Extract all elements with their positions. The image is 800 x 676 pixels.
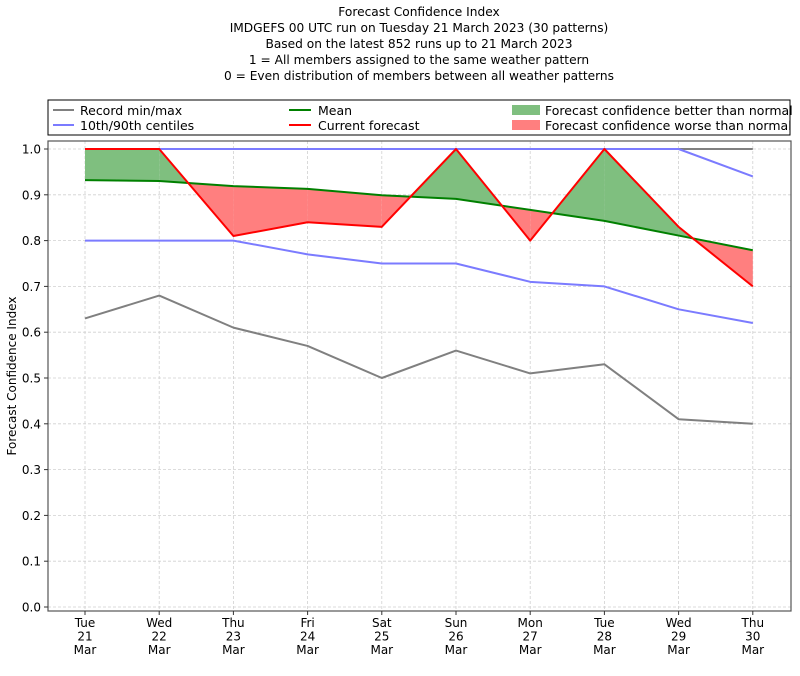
- x-tick-label: 25: [374, 630, 389, 644]
- x-tick-label: Mar: [741, 643, 764, 657]
- x-tick-label: 24: [300, 630, 315, 644]
- x-tick-label: Wed: [146, 616, 172, 630]
- x-tick-label: 27: [523, 630, 538, 644]
- x-tick-label: Mar: [222, 643, 245, 657]
- x-tick-label: Thu: [741, 616, 765, 630]
- y-tick-label: 0.4: [22, 417, 41, 431]
- series-line-current-forecast: [85, 148, 754, 288]
- y-tick-label: 0.5: [22, 372, 41, 386]
- chart-title: Forecast Confidence Index: [338, 5, 500, 19]
- fill-worse-than-normal: [307, 188, 382, 227]
- legend-item-mean: Mean: [289, 103, 352, 118]
- x-tick-label: 26: [448, 630, 463, 644]
- y-tick-label: 1.0: [22, 143, 41, 157]
- legend-label-centiles: 10th/90th centiles: [80, 118, 194, 133]
- series-line-90th-centile: [85, 148, 754, 178]
- grid: [48, 141, 791, 611]
- y-tick-label: 0.1: [22, 555, 41, 569]
- x-tick-label: Mar: [74, 643, 97, 657]
- x-tick-label: 28: [597, 630, 612, 644]
- x-tick-label: 30: [745, 630, 760, 644]
- y-tick-label: 0.7: [22, 280, 41, 294]
- series-line-10th-centile: [85, 239, 753, 325]
- x-axis-ticks: Tue21MarWed22MarThu23MarFri24MarSat25Mar…: [74, 611, 765, 657]
- fill-better-than-normal: [604, 149, 679, 236]
- legend-swatch-worse-than-normal: [512, 120, 540, 130]
- series-lines: [84, 148, 754, 425]
- x-tick-label: 23: [226, 630, 241, 644]
- x-tick-label: Mar: [667, 643, 690, 657]
- legend-label-current-forecast: Current forecast: [318, 118, 420, 133]
- x-tick-label: Sat: [372, 616, 392, 630]
- axes: [47, 140, 792, 612]
- x-tick-label: Mar: [296, 643, 319, 657]
- y-tick-label: 0.0: [22, 601, 41, 615]
- y-tick-label: 0.6: [22, 326, 41, 340]
- x-tick-label: Mar: [445, 643, 468, 657]
- x-tick-label: Mon: [518, 616, 543, 630]
- x-tick-label: Thu: [221, 616, 245, 630]
- x-tick-label: Mar: [148, 643, 171, 657]
- x-tick-label: Sun: [445, 616, 468, 630]
- x-tick-label: Mar: [593, 643, 616, 657]
- series-line-record-min: [84, 294, 753, 425]
- chart-title-block: Forecast Confidence Index IMDGEFS 00 UTC…: [0, 4, 800, 84]
- plot-frame: [47, 140, 792, 612]
- y-tick-label: 0.9: [22, 188, 41, 202]
- legend-label-record-minmax: Record min/max: [80, 103, 182, 118]
- legend-frame: [47, 99, 791, 136]
- legend-label-better-than-normal: Forecast confidence better than normal: [545, 103, 793, 118]
- y-axis-label: Forecast Confidence Index: [5, 297, 19, 456]
- x-tick-label: 21: [77, 630, 92, 644]
- chart-subtitle-basis: Based on the latest 852 runs up to 21 Ma…: [265, 37, 573, 51]
- chart-subtitle-scale-min: 0 = Even distribution of members between…: [223, 69, 615, 83]
- legend-item-better-than-normal: Forecast confidence better than normal: [512, 103, 793, 118]
- x-tick-label: Mar: [519, 643, 542, 657]
- legend-item-centiles: 10th/90th centiles: [53, 118, 194, 133]
- confidence-fills: [85, 149, 753, 287]
- fill-better-than-normal: [552, 149, 605, 221]
- x-tick-label: Fri: [300, 616, 314, 630]
- series-line-mean: [84, 179, 753, 252]
- x-tick-label: Mar: [370, 643, 393, 657]
- x-tick-label: Tue: [74, 616, 96, 630]
- fill-worse-than-normal: [233, 186, 308, 237]
- legend-swatch-better-than-normal: [512, 105, 540, 115]
- chart-subtitle-scale-max: 1 = All members assigned to the same wea…: [248, 53, 590, 67]
- legend-label-worse-than-normal: Forecast confidence worse than normal: [545, 118, 792, 133]
- legend: Record min/max 10th/90th centiles Mean C…: [47, 99, 793, 136]
- x-tick-label: Wed: [666, 616, 692, 630]
- y-tick-label: 0.3: [22, 463, 41, 477]
- y-tick-label: 0.8: [22, 234, 41, 248]
- legend-item-worse-than-normal: Forecast confidence worse than normal: [512, 118, 792, 133]
- x-tick-label: 22: [152, 630, 167, 644]
- legend-item-current-forecast: Current forecast: [289, 118, 420, 133]
- y-axis-ticks: 0.0 0.1 0.2 0.3 0.4 0.5 0.6 0.7 0.8 0.9 1.0: [22, 143, 48, 615]
- x-tick-label: Tue: [593, 616, 615, 630]
- y-tick-label: 0.2: [22, 509, 41, 523]
- fill-better-than-normal: [85, 149, 160, 182]
- chart-subtitle-run: IMDGEFS 00 UTC run on Tuesday 21 March 2…: [229, 21, 609, 35]
- legend-item-record-minmax: Record min/max: [53, 103, 182, 118]
- legend-label-mean: Mean: [318, 103, 352, 118]
- x-tick-label: 29: [671, 630, 686, 644]
